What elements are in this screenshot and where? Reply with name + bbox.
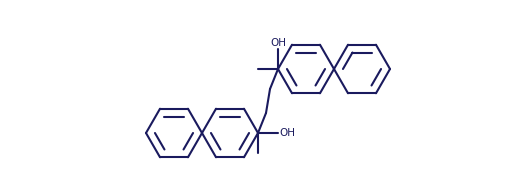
Text: OH: OH	[270, 38, 286, 48]
Text: OH: OH	[279, 128, 295, 138]
